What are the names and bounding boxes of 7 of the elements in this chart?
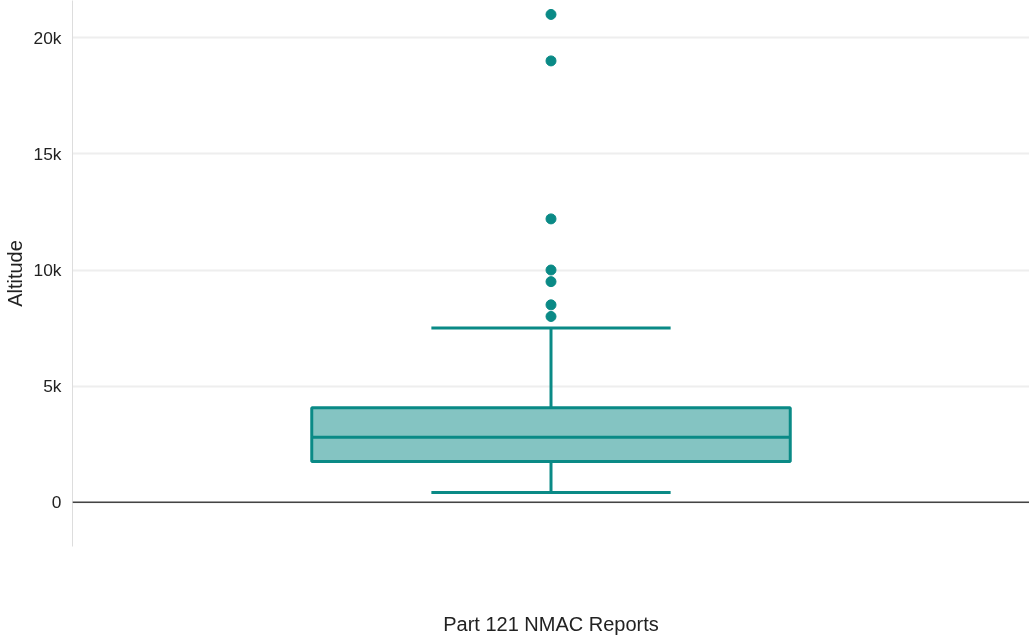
y-tick-label: 15k: [33, 143, 62, 164]
y-tick-label: 10k: [33, 260, 62, 281]
y-tick-label: 20k: [33, 27, 62, 48]
y-axis-title: Altitude: [3, 240, 26, 307]
y-tick-label: 0: [51, 492, 62, 513]
x-axis-title: Part 121 NMAC Reports: [443, 612, 659, 635]
y-tick-label: 5k: [43, 376, 62, 397]
